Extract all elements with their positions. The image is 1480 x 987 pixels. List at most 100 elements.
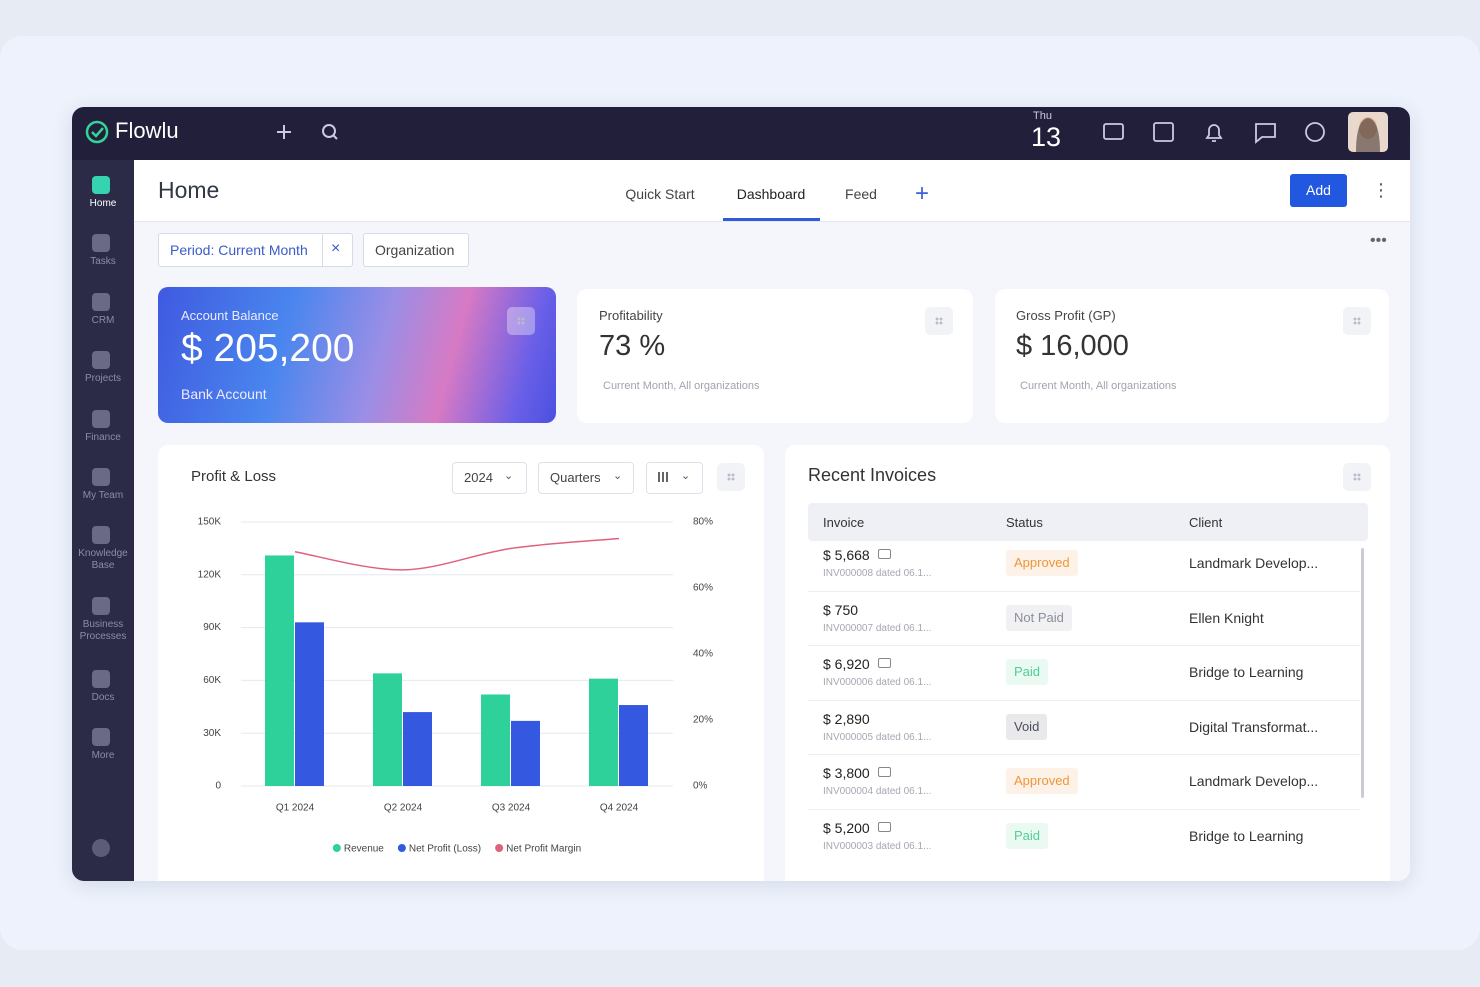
mail-icon[interactable] (1103, 123, 1124, 140)
profitability-card[interactable] (577, 289, 973, 423)
notes-icon[interactable] (1153, 122, 1174, 142)
sidebar-icon[interactable] (92, 670, 110, 688)
panel-title: Profit & Loss (191, 468, 277, 485)
y-tick-label: 90K (203, 622, 221, 633)
row-divider (808, 808, 1360, 810)
legend-label: Revenue (344, 844, 384, 855)
tab[interactable]: Quick Start (625, 186, 695, 202)
legend: Revenue Net Profit (Loss) Net Profit Margi… (332, 844, 581, 855)
invoice-amount[interactable]: $ 3,800 (823, 765, 870, 781)
card-grip[interactable] (507, 307, 535, 335)
sidebar-label[interactable]: Tasks (90, 256, 116, 267)
tab[interactable]: Feed (845, 186, 877, 202)
select-chevron: ⌄ (681, 470, 691, 482)
sidebar-icon[interactable] (92, 351, 110, 369)
search-icon[interactable] (322, 124, 336, 138)
column-header: Client (1189, 515, 1223, 530)
sidebar-icon[interactable] (92, 468, 110, 486)
bar (511, 720, 540, 786)
sidebar-label[interactable]: My Team (82, 490, 124, 501)
sidebar-label[interactable]: Business Processes (79, 619, 127, 642)
invoice-amount[interactable]: $ 2,890 (823, 710, 870, 727)
bell-icon[interactable] (1205, 124, 1223, 142)
period-select[interactable] (538, 462, 634, 494)
avatar-hair (1356, 118, 1380, 152)
client-name: Ellen Knight (1189, 609, 1264, 626)
filter-clear[interactable]: × (331, 240, 341, 257)
table-header (808, 503, 1368, 541)
filter-chip[interactable] (363, 233, 469, 267)
tab[interactable]: Dashboard (736, 186, 806, 202)
bar (589, 678, 618, 786)
sidebar-icon[interactable] (92, 293, 110, 311)
card-label: Profitability (599, 308, 663, 323)
sidebar-label[interactable]: More (91, 750, 115, 761)
status-badge: Not Paid (1006, 604, 1072, 631)
sidebar-icon[interactable] (92, 176, 110, 194)
top-bar-icons (85, 112, 1388, 152)
row-divider (808, 590, 1360, 592)
tab-underline (723, 218, 820, 221)
balance-card[interactable] (158, 287, 556, 423)
sidebar-label[interactable]: Docs (91, 692, 115, 703)
bar (373, 673, 402, 786)
card-value: 73 % (599, 330, 666, 362)
invoice-amount[interactable]: $ 6,920 (823, 656, 870, 672)
invoice-number: INV000008 dated 06.1... (823, 568, 932, 579)
bar (619, 705, 648, 786)
sidebar-icon[interactable] (92, 728, 110, 746)
sidebar-label[interactable]: Finance (85, 432, 121, 443)
legend-label: Net Profit Margin (506, 844, 581, 855)
attachment-icon (878, 549, 891, 559)
logo-text: Flowlu (115, 118, 179, 143)
sidebar-label[interactable]: CRM (91, 315, 115, 326)
y-tick-label: 0 (215, 781, 221, 792)
kebab-menu[interactable]: ⋮ (1372, 180, 1390, 200)
y-tick-label: 60K (203, 675, 221, 686)
select-chevron: ⌄ (504, 470, 514, 482)
client-name: Landmark Develop... (1189, 555, 1319, 571)
select-chevron: ⌄ (613, 470, 623, 482)
sidebar-label[interactable]: Projects (84, 373, 122, 384)
y2-tick-label: 80% (693, 517, 713, 528)
add-tab-plus[interactable]: + (915, 180, 930, 207)
sidebar-icon[interactable] (92, 597, 110, 615)
panel-grip[interactable] (717, 463, 745, 491)
client-name: Bridge to Learning (1189, 664, 1304, 680)
select-text: 2024 (464, 470, 493, 485)
chat-icon[interactable] (1255, 123, 1276, 144)
bar (403, 712, 432, 786)
y-tick-label: 30K (203, 728, 221, 739)
help-icon[interactable] (1305, 122, 1325, 142)
sidebar-label[interactable]: Knowledge Base (78, 548, 128, 571)
attachment-icon (878, 821, 891, 832)
invoice-amount[interactable]: $ 5,200 (823, 819, 870, 836)
panel-grip[interactable] (1343, 463, 1371, 491)
sidebar (72, 160, 134, 881)
x-tick-label: Q1 2024 (276, 803, 315, 814)
sidebar-label[interactable]: Home (89, 198, 117, 209)
invoice-amount[interactable]: $ 5,668 (823, 547, 870, 563)
add-button[interactable]: Add (1290, 174, 1347, 207)
card-grip[interactable] (1343, 307, 1371, 335)
page-title: Home (158, 177, 220, 203)
legend-marker (332, 844, 341, 852)
sidebar-bottom-icon[interactable] (92, 839, 110, 857)
more-dots[interactable]: ••• (1370, 232, 1387, 249)
sidebar-icon[interactable] (92, 410, 110, 428)
column-header: Status (1006, 515, 1043, 530)
filter-chip[interactable] (158, 233, 353, 267)
plus-icon[interactable] (277, 125, 291, 139)
sidebar-icon[interactable] (92, 234, 110, 252)
card-grip[interactable] (925, 307, 953, 335)
gross-profit-card[interactable] (995, 289, 1389, 423)
invoice-amount[interactable]: $ 750 (823, 601, 859, 618)
chart-type-select[interactable] (646, 462, 703, 494)
invoice-number: INV000006 dated 06.1... (823, 677, 932, 688)
y2-tick-label: 40% (693, 649, 713, 660)
scrollbar[interactable] (1361, 548, 1364, 798)
year-select[interactable] (452, 462, 527, 494)
sidebar-icon[interactable] (92, 526, 110, 544)
date-day: Thu (1033, 110, 1052, 122)
filter-separator (322, 233, 323, 267)
